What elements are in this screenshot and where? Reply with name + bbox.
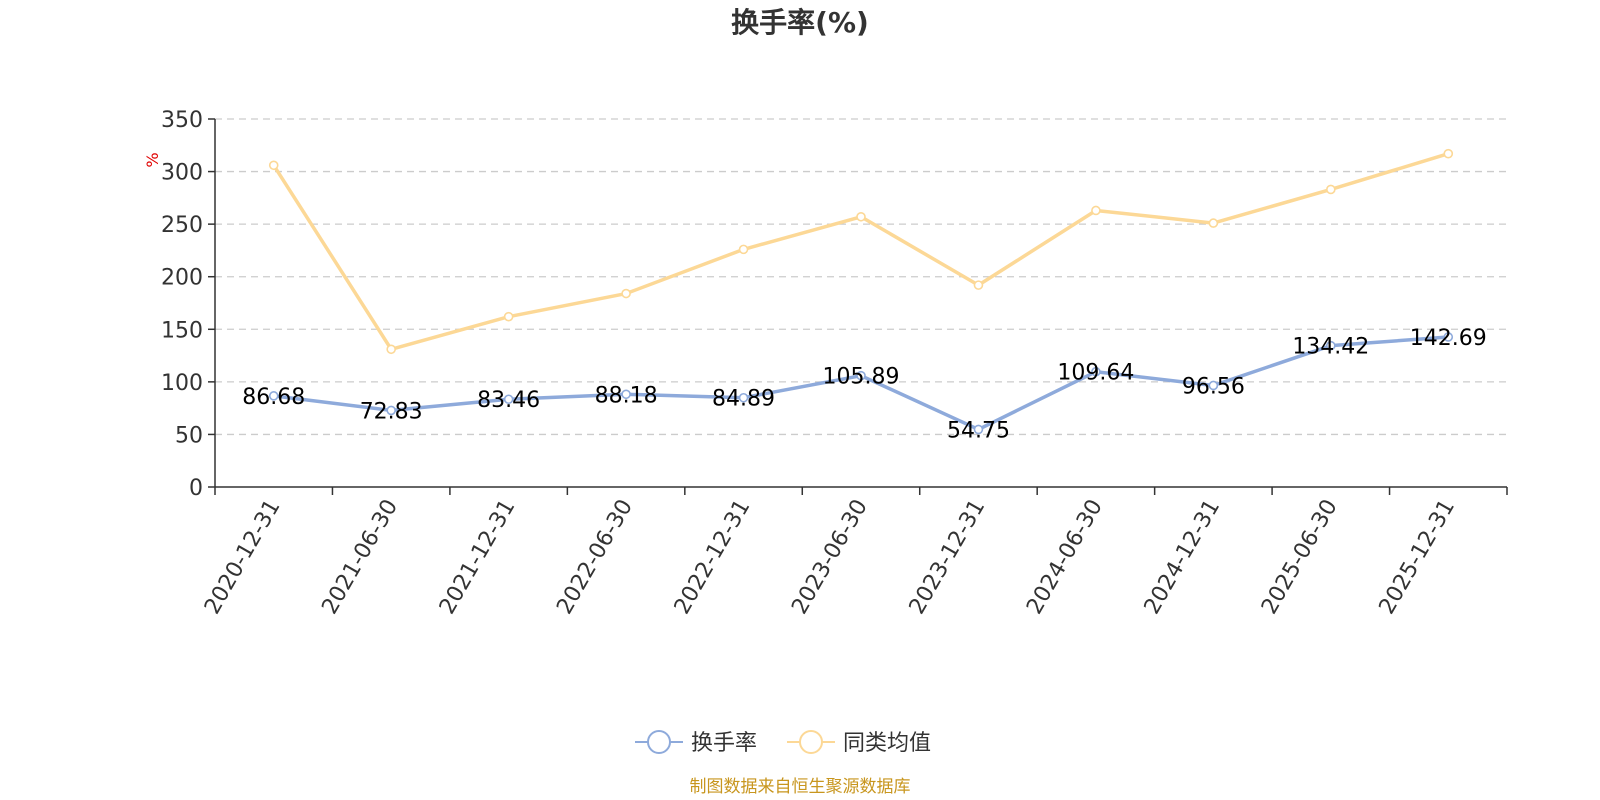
data-point[interactable] bbox=[856, 211, 866, 222]
legend-label: 同类均值 bbox=[843, 731, 931, 756]
data-label: 109.64 bbox=[1057, 361, 1134, 386]
source-note: 制图数据来自恒生聚源数据库 bbox=[690, 777, 911, 797]
data-point[interactable] bbox=[1208, 380, 1219, 391]
x-tick-label: 2025-12-31 bbox=[1375, 495, 1461, 618]
data-point[interactable] bbox=[621, 288, 631, 299]
legend-item-turnover-rate[interactable]: 换手率 bbox=[635, 730, 757, 756]
data-point[interactable] bbox=[386, 405, 396, 416]
data-label: 105.89 bbox=[823, 365, 900, 390]
data-point[interactable] bbox=[973, 424, 984, 435]
y-tick-label: 0 bbox=[189, 476, 203, 501]
series-line-peer-average bbox=[271, 151, 1451, 352]
data-point[interactable] bbox=[1326, 184, 1336, 195]
x-tick-label: 2024-12-31 bbox=[1140, 495, 1226, 618]
data-label: 142.69 bbox=[1410, 326, 1487, 351]
data-label: 134.42 bbox=[1292, 335, 1369, 360]
x-tick-label: 2023-12-31 bbox=[905, 495, 991, 618]
data-point[interactable] bbox=[268, 160, 279, 171]
data-point[interactable] bbox=[621, 389, 631, 400]
x-tick-label: 2021-06-30 bbox=[317, 495, 403, 618]
data-label: 83.46 bbox=[477, 388, 540, 413]
legend-circle-icon bbox=[799, 730, 823, 754]
data-point[interactable] bbox=[503, 311, 514, 322]
data-point[interactable] bbox=[1091, 205, 1101, 216]
data-point[interactable] bbox=[1326, 340, 1336, 351]
data-label: 96.56 bbox=[1182, 374, 1245, 399]
axes: 0 50 100 150 200 250 300 350% 2020-12-31 2021-06-… bbox=[143, 108, 1508, 619]
data-label: 88.18 bbox=[595, 383, 658, 408]
data-label: 86.68 bbox=[242, 385, 305, 410]
y-tick-label: 350 bbox=[161, 108, 203, 133]
data-point[interactable] bbox=[856, 370, 866, 381]
y-tick-label: 50 bbox=[175, 423, 203, 448]
series-layer bbox=[268, 148, 1454, 435]
data-point[interactable] bbox=[503, 394, 514, 405]
data-point[interactable] bbox=[1443, 332, 1454, 342]
y-tick-label: 100 bbox=[161, 371, 203, 396]
legend-circle-icon bbox=[647, 730, 671, 754]
legend-label: 换手率 bbox=[691, 731, 757, 756]
y-tick-label: 250 bbox=[161, 213, 203, 238]
data-point[interactable] bbox=[973, 280, 984, 290]
y-tick-label: 150 bbox=[161, 318, 203, 343]
y-tick-label: 300 bbox=[161, 161, 203, 186]
data-point[interactable] bbox=[1443, 148, 1454, 159]
data-label: 54.75 bbox=[947, 418, 1010, 443]
legend[interactable]: 换手率 同类均值 bbox=[635, 730, 931, 756]
legend-item-peer-average[interactable]: 同类均值 bbox=[787, 730, 931, 756]
data-label: 72.83 bbox=[360, 399, 423, 424]
data-labels: 86.68 72.83 83.46 88.18 84.89 105.89 54.75 109.… bbox=[242, 326, 1487, 443]
chart-title: 换手率(%) bbox=[731, 6, 869, 39]
data-point[interactable] bbox=[1208, 218, 1219, 228]
data-point[interactable] bbox=[1091, 366, 1101, 377]
data-point[interactable] bbox=[738, 392, 749, 403]
x-tick-label: 2020-12-31 bbox=[200, 495, 286, 618]
x-tick-label: 2021-12-31 bbox=[435, 495, 521, 618]
y-tick-label: 200 bbox=[161, 266, 203, 291]
data-point[interactable] bbox=[738, 244, 749, 255]
x-tick-label: 2022-12-31 bbox=[670, 495, 756, 618]
x-tick-label: 2022-06-30 bbox=[552, 495, 638, 618]
x-tick-label: 2023-06-30 bbox=[787, 495, 873, 618]
x-tick-label: 2025-06-30 bbox=[1257, 495, 1343, 618]
data-point[interactable] bbox=[386, 344, 396, 355]
y-axis-unit-label: % bbox=[143, 152, 162, 167]
data-point[interactable] bbox=[268, 391, 279, 401]
data-label: 84.89 bbox=[712, 387, 775, 412]
x-tick-label: 2024-06-30 bbox=[1022, 495, 1108, 618]
